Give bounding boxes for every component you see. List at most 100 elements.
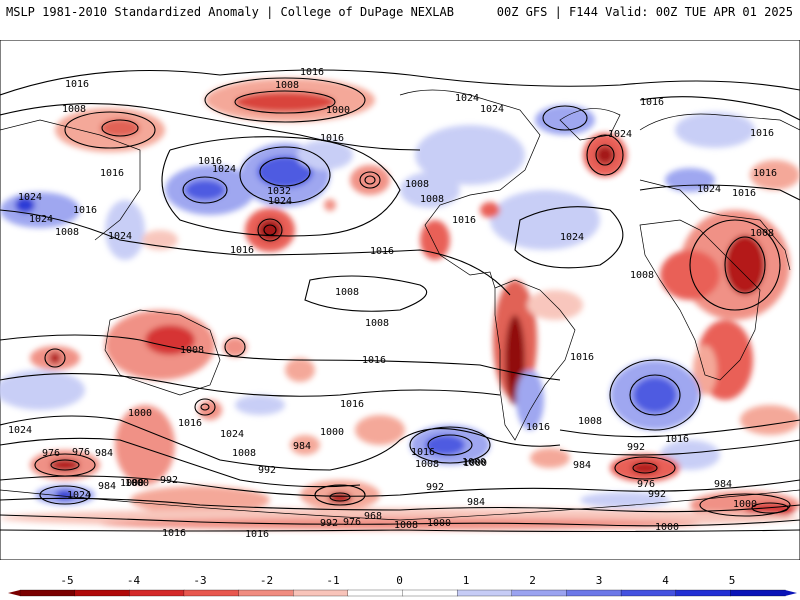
isobar-label: 984 xyxy=(98,481,116,492)
isobar-label: 1016 xyxy=(362,355,386,366)
isobar-label: 1016 xyxy=(570,352,594,363)
isobar-label: 1008 xyxy=(275,80,299,91)
color-scale-bin xyxy=(402,589,458,597)
isobar-label: 1032 xyxy=(267,186,291,197)
color-scale-bin xyxy=(730,589,786,597)
isobar-label: 1024 xyxy=(67,490,91,501)
isobar-label: 984 xyxy=(714,479,732,490)
isobar-label: 1024 xyxy=(697,184,721,195)
isobar-label: 1016 xyxy=(100,168,124,179)
isobar-label: 1016 xyxy=(732,188,756,199)
isobar-label: 1016 xyxy=(73,205,97,216)
isobar-label: 976 xyxy=(42,448,60,459)
isobar-label: 992 xyxy=(320,518,338,529)
color-scale-tick-label: -5 xyxy=(60,574,73,587)
isobar-label: 984 xyxy=(95,448,113,459)
isobar-label: 984 xyxy=(467,497,485,508)
isobar-label: 1016 xyxy=(178,418,202,429)
isobar-label: 1016 xyxy=(65,79,89,90)
isobar-label: 1024 xyxy=(212,164,236,175)
anomaly-map: 1016 1008 1008 1016 1000 1016 1016 1024 … xyxy=(0,40,800,560)
isobar-label: 1008 xyxy=(630,270,654,281)
isobar-label: 1000 xyxy=(120,478,144,489)
color-scale-bin xyxy=(566,589,622,597)
isobar-label: 984 xyxy=(573,460,591,471)
isobar-label: 1008 xyxy=(232,448,256,459)
isobar-label: 1000 xyxy=(320,427,344,438)
isobar-label: 1024 xyxy=(608,129,632,140)
isobar-label: 976 xyxy=(343,517,361,528)
color-scale-ticks: -5 -4 -3 -2 -1 0 1 2 3 4 5 xyxy=(60,574,735,587)
isobar-label: 1008 xyxy=(578,416,602,427)
isobar-label: 1016 xyxy=(300,67,324,78)
isobar-contours xyxy=(0,69,800,533)
isobar-label: 1024 xyxy=(480,104,504,115)
isobar-label: 976 xyxy=(637,479,655,490)
isobar-label: 992 xyxy=(160,475,178,486)
isobar-label: 1008 xyxy=(405,179,429,190)
isobar-label: 1016 xyxy=(526,422,550,433)
isobar-label: 1000 xyxy=(463,458,487,469)
isobar-label: 1016 xyxy=(452,215,476,226)
color-scale-bin xyxy=(293,589,349,597)
isobar-label: 1008 xyxy=(62,104,86,115)
isobar-label: 992 xyxy=(648,489,666,500)
isobar-label: 968 xyxy=(364,511,382,522)
isobar-label: 1024 xyxy=(455,93,479,104)
color-scale-tick-label: 3 xyxy=(596,574,603,587)
isobar-label: 1008 xyxy=(55,227,79,238)
isobar-label: 1024 xyxy=(560,232,584,243)
isobar-label: 992 xyxy=(258,465,276,476)
isobar-label: 1024 xyxy=(268,196,292,207)
isobar-label: 1016 xyxy=(320,133,344,144)
isobar-label: 1024 xyxy=(8,425,32,436)
color-scale-min-arrow xyxy=(8,590,20,596)
isobar-label: 1016 xyxy=(750,128,774,139)
isobar-label: 992 xyxy=(627,442,645,453)
color-scale-bin xyxy=(183,589,240,597)
color-scale-bin xyxy=(129,589,185,597)
isobar-label: 1008 xyxy=(394,520,418,531)
isobar-label: 1000 xyxy=(655,522,679,533)
isobar-label: 1008 xyxy=(335,287,359,298)
isobar-label: 1016 xyxy=(162,528,186,539)
isobar-label: 1016 xyxy=(411,447,435,458)
isobar-label: 1008 xyxy=(420,194,444,205)
isobar-label: 1000 xyxy=(125,478,149,489)
isobar-label: 1000 xyxy=(462,457,486,468)
isobar-label: 1008 xyxy=(365,318,389,329)
isobar-label: 1000 xyxy=(326,105,350,116)
isobar-labels: 1016 1008 1008 1016 1000 1016 1016 1024 … xyxy=(8,67,777,540)
isobar-label: 1008 xyxy=(415,459,439,470)
anomaly-shading xyxy=(0,78,800,530)
isobar-label: 1000 xyxy=(427,518,451,529)
isobar-label: 1016 xyxy=(230,245,254,256)
color-scale-bin xyxy=(19,589,76,597)
model-run-label: 00Z GFS | F144 Valid: 00Z TUE APR 01 202… xyxy=(496,5,793,19)
isobar-label: 976 xyxy=(72,447,90,458)
color-scale-tick-label: -1 xyxy=(326,574,339,587)
color-scale-tick-label: 0 xyxy=(396,574,403,587)
isobar-label: 1024 xyxy=(29,214,53,225)
color-scale-tick-label: 2 xyxy=(529,574,536,587)
color-scale-tick-label: -2 xyxy=(260,574,273,587)
isobar-label: 1016 xyxy=(640,97,664,108)
isobar-label: 1000 xyxy=(733,499,757,510)
isobar-label: 1008 xyxy=(750,228,774,239)
color-scale-bin xyxy=(74,589,130,597)
isobar-label: 1024 xyxy=(108,231,132,242)
color-scale-tick-label: 1 xyxy=(463,574,470,587)
color-scale-bin xyxy=(511,589,568,597)
color-scale-tick-label: 5 xyxy=(729,574,736,587)
isobar-label: 984 xyxy=(293,441,311,452)
isobar-label: 1016 xyxy=(340,399,364,410)
isobar-label: 1016 xyxy=(370,246,394,257)
coastlines xyxy=(0,89,800,521)
map-title: MSLP 1981-2010 Standardized Anomaly | Co… xyxy=(6,5,454,19)
isobar-label: 1016 xyxy=(665,434,689,445)
isobar-label: 1024 xyxy=(18,192,42,203)
color-scale-bin xyxy=(347,589,404,597)
isobar-label: 1016 xyxy=(753,168,777,179)
isobar-label: 1024 xyxy=(220,429,244,440)
color-scale-bar: -5 -4 -3 -2 -1 0 1 2 3 4 5 xyxy=(8,574,797,597)
